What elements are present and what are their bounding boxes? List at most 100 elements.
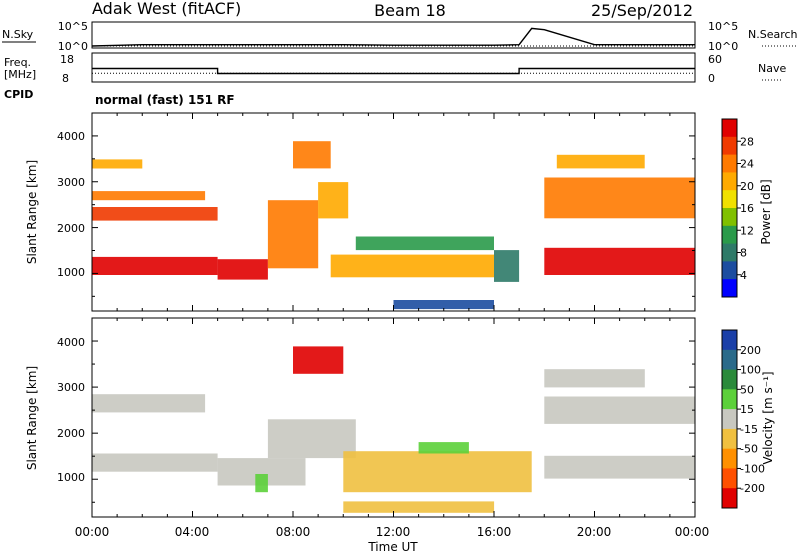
noise-frame bbox=[91, 21, 696, 49]
noise-series bbox=[91, 27, 695, 47]
power-cell-0 bbox=[92, 256, 218, 275]
power-ytick-1000: 1000 bbox=[57, 266, 85, 279]
xtick-2400: 00:00 bbox=[675, 525, 710, 539]
nsearch-label: N.Search bbox=[748, 28, 798, 41]
velocity-ytick-4000: 4000 bbox=[57, 336, 85, 349]
power-cell-8 bbox=[355, 236, 494, 251]
power-colorbar-swatch-4 bbox=[722, 190, 737, 209]
x-axis: 00:00 04:00 08:00 12:00 16:00 20:00 00:0… bbox=[75, 525, 710, 554]
cpid-text: normal (fast) 151 RF bbox=[95, 93, 235, 107]
nave-tick-bottom: 0 bbox=[708, 72, 715, 85]
power-ytick-4000: 4000 bbox=[57, 130, 85, 143]
velocity-colorbar-ticklabel-4: -15 bbox=[740, 423, 758, 436]
power-cbar-title: Power [dB] bbox=[759, 179, 773, 244]
power-colorbar-swatch-3 bbox=[722, 172, 737, 191]
velocity-ytick-3000: 3000 bbox=[57, 381, 85, 394]
date-label: 25/Sep/2012 bbox=[591, 1, 693, 20]
frequency-frame bbox=[91, 52, 696, 83]
power-cell-6 bbox=[318, 182, 349, 219]
power-colorbar-ticklabel-2: 20 bbox=[740, 180, 754, 193]
power-colorbar-ticklabel-0: 28 bbox=[740, 135, 754, 148]
velocity-colorbar: 200 100 50 15 -15 -50 -100 -200 bbox=[721, 329, 765, 509]
freq-tick-bottom: 8 bbox=[62, 72, 69, 85]
velocity-cell-0 bbox=[92, 453, 218, 472]
power-colorbar-ticklabel-4: 12 bbox=[740, 224, 754, 237]
power-cell-2 bbox=[92, 207, 218, 221]
nave-tick-top: 60 bbox=[708, 53, 722, 66]
velocity-cell-5 bbox=[343, 451, 532, 493]
noise-series-0 bbox=[91, 27, 695, 47]
velocity-cell-10 bbox=[544, 396, 696, 424]
power-colorbar: 28 24 20 16 12 8 4 bbox=[721, 118, 754, 298]
power-colorbar-swatch-7 bbox=[722, 243, 737, 262]
velocity-cell-6 bbox=[343, 501, 495, 513]
nsky-label: N.Sky bbox=[2, 28, 34, 41]
velocity-cell-11 bbox=[544, 369, 645, 388]
power-colorbar-swatch-8 bbox=[722, 261, 737, 280]
velocity-colorbar-ticklabel-6: -100 bbox=[740, 462, 765, 475]
noise-tick-bottom-left: 10^0 bbox=[58, 40, 88, 53]
velocity-cbar-title: Velocity [m s⁻¹] bbox=[761, 371, 775, 464]
velocity-ytick-1000: 1000 bbox=[57, 471, 85, 484]
power-colorbar-swatch-0 bbox=[722, 119, 737, 138]
velocity-cell-3 bbox=[267, 419, 356, 459]
station-title: Adak West (fitACF) bbox=[92, 0, 241, 18]
power-cell-10 bbox=[494, 250, 520, 282]
freq-label: Freq. bbox=[4, 56, 31, 69]
power-colorbar-swatch-1 bbox=[722, 136, 737, 156]
velocity-colorbar-ticklabel-7: -200 bbox=[740, 482, 765, 495]
xtick-0400: 04:00 bbox=[175, 525, 210, 539]
noise-tick-top-right: 10^5 bbox=[708, 20, 738, 33]
velocity-colorbar-swatch-1 bbox=[722, 349, 737, 371]
velocity-colorbar-ticklabel-3: 15 bbox=[740, 403, 754, 416]
power-colorbar-swatch-2 bbox=[722, 154, 737, 173]
power-cell-1 bbox=[217, 259, 268, 280]
velocity-cell-1 bbox=[92, 394, 206, 413]
power-cell-11 bbox=[393, 300, 494, 310]
velocity-colorbar-swatch-5 bbox=[722, 428, 737, 450]
velocity-colorbar-swatch-2 bbox=[722, 369, 737, 390]
velocity-colorbar-ticklabel-1: 100 bbox=[740, 364, 761, 377]
noise-tick-top-left: 10^5 bbox=[58, 20, 88, 33]
xaxis-label: Time UT bbox=[367, 540, 418, 554]
power-cell-5 bbox=[267, 200, 319, 269]
power-cell-13 bbox=[544, 177, 696, 219]
velocity-cell-4 bbox=[293, 346, 344, 374]
velocity-colorbar-swatch-4 bbox=[722, 409, 737, 430]
frequency-series-0 bbox=[92, 67, 695, 75]
velocity-colorbar-border bbox=[721, 329, 738, 509]
power-colorbar-ticklabel-6: 4 bbox=[740, 269, 747, 282]
velocity-colorbar-ticklabel-2: 50 bbox=[740, 383, 754, 396]
velocity-axis-ticks bbox=[91, 317, 696, 517]
power-ytick-2000: 2000 bbox=[57, 222, 85, 235]
velocity-colorbar-swatch-7 bbox=[722, 468, 737, 489]
power-panel: 4000 3000 2000 1000 Slant Range [km] 28 2… bbox=[25, 112, 773, 312]
power-colorbar-swatch-9 bbox=[722, 279, 737, 298]
frequency-series bbox=[92, 67, 695, 75]
power-axis-ticks bbox=[91, 112, 696, 311]
velocity-colorbar-swatch-0 bbox=[722, 330, 737, 351]
velocity-cell-9 bbox=[544, 455, 696, 479]
velocity-panel: 4000 3000 2000 1000 Slant Range [km] 200… bbox=[25, 317, 775, 518]
velocity-ylabel: Slant Range [km] bbox=[25, 366, 39, 470]
cpid-label: CPID bbox=[4, 88, 33, 101]
power-colorbar-ticklabel-5: 8 bbox=[740, 247, 747, 260]
velocity-colorbar-swatch-3 bbox=[722, 389, 737, 410]
power-cell-14 bbox=[556, 154, 645, 169]
xtick-2000: 20:00 bbox=[577, 525, 612, 539]
power-ytick-3000: 3000 bbox=[57, 176, 85, 189]
power-colorbar-ticklabel-1: 24 bbox=[740, 158, 754, 171]
velocity-colorbar-ticklabel-5: -50 bbox=[740, 443, 758, 456]
power-cell-12 bbox=[544, 247, 696, 275]
power-cell-4 bbox=[92, 159, 143, 169]
power-cell-9 bbox=[330, 254, 494, 278]
power-ylabel: Slant Range [km] bbox=[25, 160, 39, 264]
xtick-1200: 12:00 bbox=[376, 525, 411, 539]
xtick-1600: 16:00 bbox=[477, 525, 512, 539]
power-cell-3 bbox=[92, 191, 206, 201]
power-colorbar-swatch-5 bbox=[722, 208, 737, 227]
nave-label: Nave bbox=[758, 62, 786, 75]
freq-tick-top: 18 bbox=[60, 53, 74, 66]
power-heatmap bbox=[92, 141, 696, 310]
